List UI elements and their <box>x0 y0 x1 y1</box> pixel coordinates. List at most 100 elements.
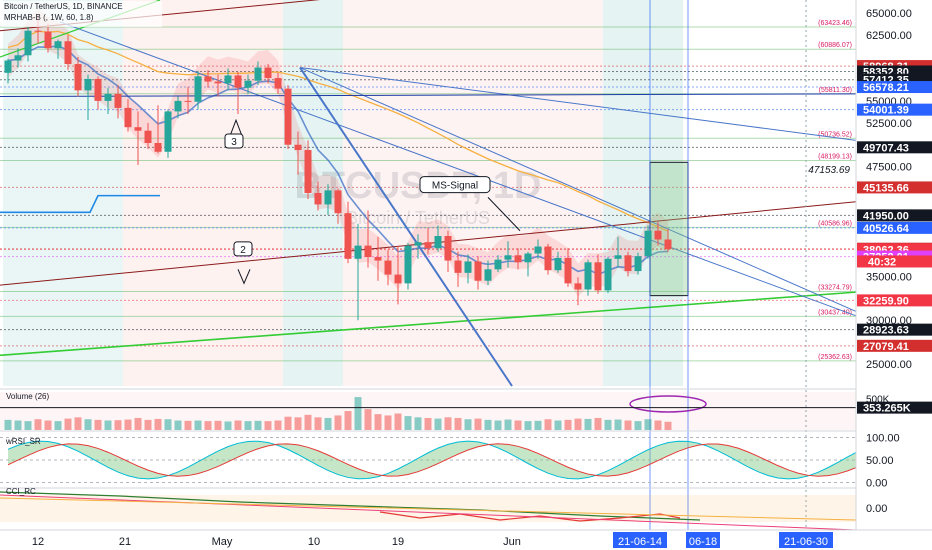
volume-bar[interactable] <box>594 417 602 430</box>
candle[interactable] <box>574 277 582 306</box>
volume-bar[interactable] <box>334 415 342 430</box>
candle[interactable] <box>224 68 232 91</box>
volume-bar[interactable] <box>234 420 242 431</box>
candle[interactable] <box>524 251 532 277</box>
candle[interactable] <box>24 26 32 62</box>
candle[interactable] <box>414 234 422 259</box>
candle[interactable] <box>644 225 652 259</box>
candle[interactable] <box>364 210 372 268</box>
candle[interactable] <box>374 236 382 281</box>
candle[interactable] <box>284 85 292 150</box>
volume-bar[interactable] <box>4 419 12 430</box>
volume-bar[interactable] <box>524 421 532 430</box>
candle[interactable] <box>554 251 562 273</box>
volume-bar[interactable] <box>54 421 62 430</box>
volume-bar[interactable] <box>494 420 502 431</box>
candle[interactable] <box>14 48 22 68</box>
volume-bar[interactable] <box>504 419 512 430</box>
candle[interactable] <box>604 257 612 294</box>
time-axis[interactable]: 12 21 May 10 19 Jun 21-06-14 06-18 21-06-30 <box>0 529 932 550</box>
candle[interactable] <box>494 255 502 272</box>
candle[interactable] <box>144 122 152 150</box>
volume-bar[interactable] <box>294 417 302 430</box>
volume-bar[interactable] <box>574 418 582 430</box>
volume-bar[interactable] <box>104 420 112 431</box>
volume-bar[interactable] <box>384 415 392 430</box>
volume-bar[interactable] <box>624 420 632 431</box>
candle[interactable] <box>264 64 272 84</box>
volume-bar[interactable] <box>214 420 222 430</box>
candle[interactable] <box>484 260 492 286</box>
volume-bar[interactable] <box>194 420 202 431</box>
volume-bar[interactable] <box>564 419 572 430</box>
volume-bar[interactable] <box>664 421 672 430</box>
candle[interactable] <box>634 252 642 275</box>
candle[interactable] <box>444 230 452 272</box>
candle[interactable] <box>164 109 172 158</box>
candle[interactable] <box>404 243 412 290</box>
volume-bar[interactable] <box>414 417 422 430</box>
candle[interactable] <box>624 251 632 277</box>
volume-bar[interactable] <box>144 419 152 430</box>
candle[interactable] <box>664 228 672 252</box>
volume-bar[interactable] <box>654 420 662 431</box>
volume-bar[interactable] <box>354 397 362 430</box>
volume-bar[interactable] <box>614 419 622 430</box>
candle[interactable] <box>84 74 92 121</box>
volume-bar[interactable] <box>84 419 92 430</box>
volume-bar[interactable] <box>484 419 492 430</box>
candle[interactable] <box>184 86 192 115</box>
candle[interactable] <box>4 58 12 84</box>
volume-bar[interactable] <box>474 418 482 430</box>
candle[interactable] <box>64 35 72 71</box>
candle[interactable] <box>594 254 602 294</box>
candle[interactable] <box>134 111 142 165</box>
candle[interactable] <box>214 74 222 97</box>
volume-bar[interactable] <box>534 420 542 430</box>
candle[interactable] <box>244 74 252 94</box>
volume-bar[interactable] <box>224 421 232 430</box>
volume-bar[interactable] <box>94 419 102 430</box>
volume-bar[interactable] <box>124 419 132 430</box>
candle[interactable] <box>314 181 322 211</box>
candle[interactable] <box>204 70 212 88</box>
volume-bar[interactable] <box>34 419 42 430</box>
candle[interactable] <box>194 71 202 110</box>
volume-bar[interactable] <box>644 419 652 430</box>
candle[interactable] <box>454 251 462 287</box>
volume-bar[interactable] <box>314 417 322 430</box>
candle[interactable] <box>504 241 512 268</box>
volume-bar[interactable] <box>424 417 432 430</box>
volume-bar[interactable] <box>434 418 442 430</box>
volume-bar[interactable] <box>174 420 182 431</box>
volume-bar[interactable] <box>64 418 72 430</box>
volume-bar[interactable] <box>634 421 642 430</box>
volume-bar[interactable] <box>264 421 272 430</box>
volume-bar[interactable] <box>344 411 352 430</box>
volume-bar[interactable] <box>304 414 312 430</box>
candle[interactable] <box>304 140 312 200</box>
candle[interactable] <box>544 243 552 275</box>
volume-bar[interactable] <box>444 417 452 430</box>
candle[interactable] <box>114 85 122 119</box>
volume-bar[interactable] <box>364 409 372 430</box>
candle[interactable] <box>584 259 592 296</box>
volume-bar[interactable] <box>24 421 32 430</box>
volume-bar[interactable] <box>454 417 462 430</box>
volume-bar[interactable] <box>464 419 472 430</box>
candle[interactable] <box>424 228 432 255</box>
volume-bar[interactable] <box>584 418 592 430</box>
volume-bar[interactable] <box>554 420 562 431</box>
volume-bar[interactable] <box>284 416 292 430</box>
candle[interactable] <box>394 245 402 305</box>
candle[interactable] <box>94 76 102 110</box>
candle[interactable] <box>344 201 352 264</box>
candle[interactable] <box>154 105 162 154</box>
volume-bar[interactable] <box>164 419 172 430</box>
volume-bar[interactable] <box>604 419 612 430</box>
candle[interactable] <box>44 23 52 53</box>
candle[interactable] <box>564 248 572 287</box>
volume-bar[interactable] <box>514 420 522 431</box>
candle[interactable] <box>124 99 132 132</box>
